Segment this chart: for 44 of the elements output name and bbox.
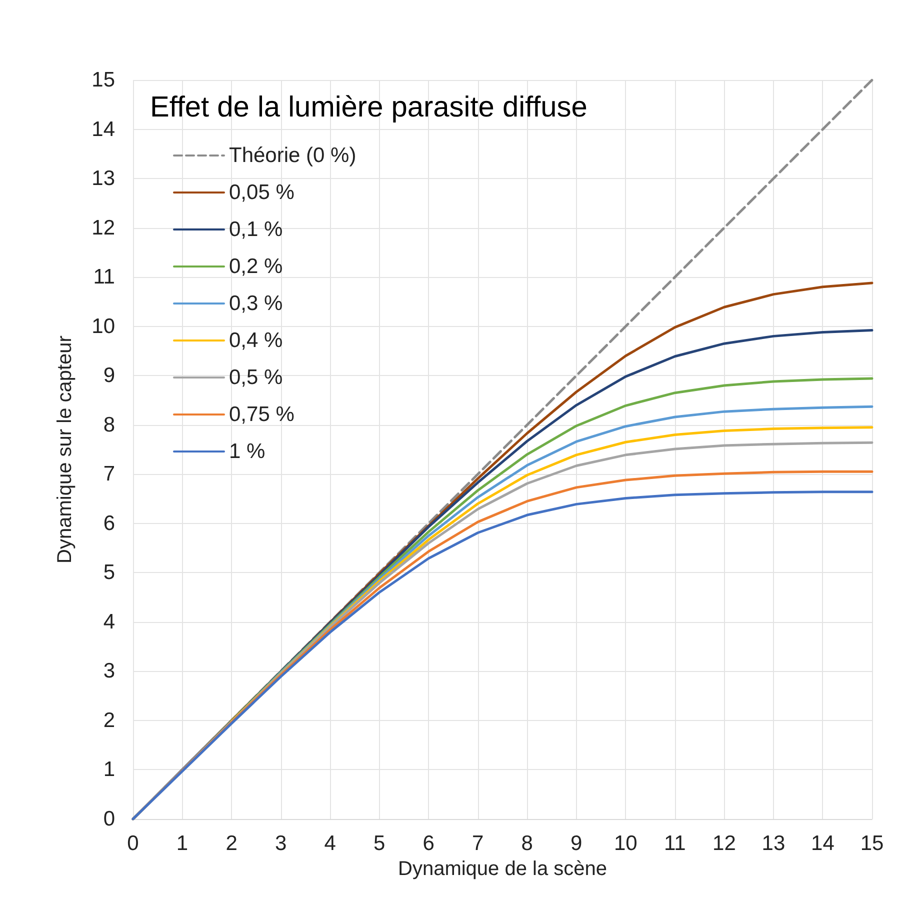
- y-tick-label: 7: [103, 462, 115, 486]
- y-tick-label: 0: [103, 808, 115, 830]
- x-tick-label: 1: [176, 832, 188, 855]
- legend-label: 0,2 %: [229, 255, 283, 278]
- y-tick-label: 15: [92, 68, 115, 92]
- x-tick-label: 13: [762, 832, 786, 855]
- y-tick-label: 10: [92, 314, 115, 338]
- y-tick-label: 2: [103, 708, 115, 732]
- x-tick-label: 0: [127, 832, 139, 855]
- y-tick-label: 9: [103, 364, 115, 388]
- legend-label: 0,5 %: [229, 366, 283, 389]
- legend-label: 0,1 %: [229, 218, 283, 241]
- y-tick-label: 11: [93, 266, 115, 289]
- legend-label: 1 %: [229, 440, 266, 463]
- legend-label: 0,3 %: [229, 292, 283, 315]
- y-tick-label: 6: [103, 512, 115, 535]
- y-tick-label: 13: [92, 167, 115, 190]
- y-tick-label: 8: [103, 413, 115, 436]
- x-tick-label: 9: [570, 832, 582, 855]
- x-tick-label: 2: [226, 832, 238, 855]
- legend-label: 0,05 %: [229, 181, 294, 204]
- x-tick-label: 7: [472, 832, 484, 855]
- y-tick-label: 5: [103, 561, 115, 584]
- y-tick-label: 3: [103, 660, 115, 683]
- x-tick-label: 14: [811, 832, 835, 855]
- x-tick-label: 15: [860, 832, 884, 855]
- legend-label: Théorie (0 %): [229, 144, 356, 167]
- x-tick-label: 8: [521, 832, 533, 855]
- x-tick-label: 6: [422, 832, 434, 855]
- legend-label: 0,4 %: [229, 329, 283, 352]
- x-tick-label: 12: [712, 832, 736, 855]
- y-tick-label: 4: [103, 610, 116, 634]
- x-tick-label: 4: [324, 832, 336, 855]
- x-tick-label: 10: [614, 832, 638, 855]
- x-tick-label: 3: [274, 832, 287, 855]
- y-tick-label: 1: [103, 758, 115, 782]
- y-tick-label: 14: [92, 118, 116, 141]
- x-tick-label: 11: [664, 832, 686, 855]
- x-tick-label: 5: [373, 832, 386, 855]
- x-axis-title: Dynamique de la scène: [398, 858, 608, 880]
- legend-label: 0,75 %: [229, 403, 294, 426]
- chart-title: Effet de la lumière parasite diffuse: [150, 92, 588, 124]
- y-tick-label: 12: [92, 216, 115, 240]
- y-axis-title: Dynamique sur le capteur: [54, 335, 76, 564]
